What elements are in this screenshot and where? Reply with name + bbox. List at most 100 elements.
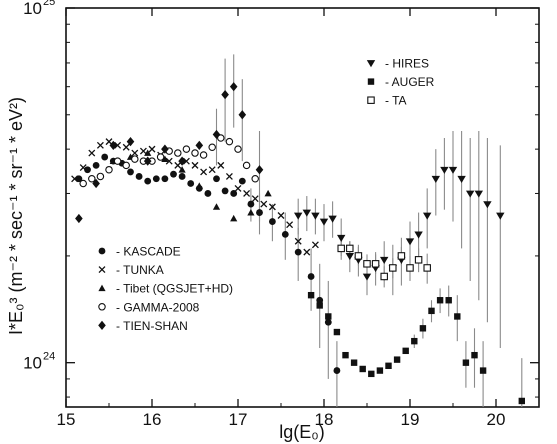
cross-stroke <box>286 221 294 229</box>
tunka-point <box>294 237 302 245</box>
x-tick-label: 16 <box>143 410 162 429</box>
legend-marker <box>98 320 106 330</box>
tunka-point <box>303 248 311 256</box>
cross-stroke <box>234 184 242 192</box>
kascade-point <box>170 170 177 178</box>
hires-point <box>457 175 466 183</box>
y-axis-label: I*E₀³ (m⁻² * sec⁻¹ * sr⁻¹ * eV²) <box>6 97 26 335</box>
kascade-point <box>256 209 263 216</box>
tunka-point <box>122 143 130 151</box>
tibet-qgsjet-hd-point <box>247 208 255 216</box>
kascade-point <box>269 218 276 225</box>
cross-stroke <box>243 189 251 197</box>
kascade-point <box>324 318 332 326</box>
y-tick-label: 10 <box>23 0 42 18</box>
cross-stroke <box>200 168 208 176</box>
kascade-point <box>213 175 220 183</box>
tunka-point <box>208 166 216 174</box>
kascade-point <box>92 161 100 169</box>
tunka-point <box>243 189 251 197</box>
tien-shan-point <box>195 140 204 150</box>
cross-stroke <box>311 241 319 249</box>
cross-stroke <box>217 161 225 169</box>
x-axis-label: lg(E₀) <box>279 422 324 442</box>
data-markers <box>71 82 525 405</box>
kascade-point <box>294 248 302 256</box>
ta-point <box>354 252 363 260</box>
cross-stroke <box>208 166 216 174</box>
tien-shan-point <box>109 140 118 150</box>
cross-stroke <box>191 161 199 169</box>
hires-point <box>362 273 372 281</box>
hires-point <box>311 212 320 220</box>
auger-point <box>316 302 323 309</box>
auger-point <box>376 367 384 374</box>
legend-label: - GAMMA-2008 <box>116 300 200 314</box>
cross-stroke <box>174 161 182 169</box>
x-tick-label: 17 <box>229 410 248 429</box>
auger-point <box>462 359 470 366</box>
cross-stroke <box>79 164 87 171</box>
auger-point <box>402 347 409 355</box>
gamma-2008-point <box>174 149 182 157</box>
kascade-point <box>161 175 169 183</box>
tibet-qgsjet-hd-point <box>195 182 203 189</box>
cross-stroke <box>122 143 130 151</box>
auger-point <box>445 297 452 304</box>
ta-point <box>363 260 371 268</box>
ta-point <box>371 260 380 268</box>
tien-shan-point <box>126 137 135 147</box>
gamma-2008-point <box>199 151 208 159</box>
hires-point <box>474 190 483 198</box>
cross-stroke <box>277 212 285 219</box>
tunka-point <box>71 175 79 183</box>
kascade-point <box>127 168 134 176</box>
hires-point <box>328 215 337 223</box>
tien-shan-point <box>161 144 169 154</box>
hires-point <box>496 212 505 220</box>
tunka-point <box>165 157 173 165</box>
gamma-2008-point <box>113 157 122 165</box>
tunka-point <box>200 168 208 176</box>
auger-point <box>471 351 478 359</box>
gamma-2008-point <box>191 149 199 157</box>
gamma-2008-point <box>122 161 130 170</box>
legend-label: - TUNKA <box>116 263 164 277</box>
cross-stroke <box>294 237 302 245</box>
tibet-qgsjet-hd-point <box>178 166 186 173</box>
tibet-qgsjet-hd-point <box>230 214 238 222</box>
hires-point <box>302 209 311 217</box>
legend-label: - TIEN-SHAN <box>116 319 188 333</box>
tunka-point <box>225 173 233 180</box>
gamma-2008-point <box>79 179 87 188</box>
auger-point <box>436 297 444 304</box>
auger-point <box>411 337 418 345</box>
tunka-point <box>260 200 268 208</box>
tunka-point <box>131 149 139 157</box>
tunka-point <box>139 147 147 155</box>
legend-marker <box>366 60 376 68</box>
legend-label: - HIRES <box>385 57 429 71</box>
x-tick-label: 18 <box>315 410 334 429</box>
tunka-point <box>88 149 96 157</box>
tunka-point <box>311 241 319 249</box>
kascade-point <box>187 180 195 187</box>
ta-point <box>337 244 345 253</box>
auger-point <box>393 356 401 363</box>
auger-point <box>368 370 375 378</box>
legend-label: - TA <box>385 94 407 108</box>
hires-point <box>483 201 492 209</box>
legend-marker <box>98 284 106 292</box>
hires-point <box>380 256 389 265</box>
cross-stroke <box>139 147 147 155</box>
hires-point <box>431 175 440 183</box>
tunka-point <box>251 195 259 203</box>
hires-point <box>345 253 354 261</box>
hires-point <box>337 234 346 242</box>
cross-stroke <box>182 157 190 165</box>
tien-shan-point <box>255 165 264 175</box>
kascade-point <box>307 273 315 280</box>
hires-point <box>423 212 432 220</box>
ta-point <box>423 264 431 272</box>
